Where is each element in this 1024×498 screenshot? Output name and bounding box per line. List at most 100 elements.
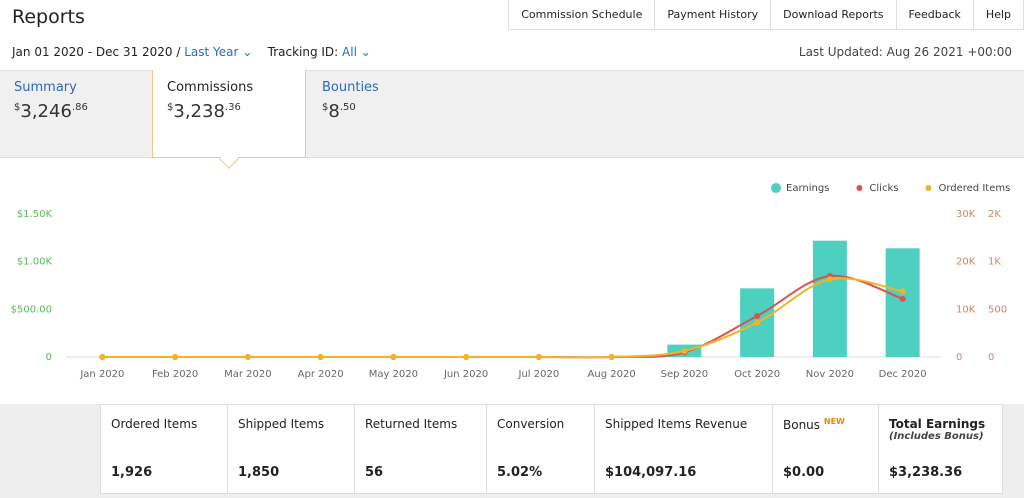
point bbox=[317, 354, 324, 360]
y2ticks-label: 10K bbox=[956, 304, 976, 315]
cents: .36 bbox=[224, 102, 241, 113]
stat: Shipped Items Revenue $104,097.16 bbox=[594, 404, 773, 494]
stat-value: 1,926 bbox=[111, 465, 153, 480]
x-tick-label: Feb 2020 bbox=[152, 369, 198, 380]
stat-value: $3,238.36 bbox=[889, 465, 963, 480]
stat: Shipped Items 1,850 bbox=[227, 404, 355, 494]
cents: .86 bbox=[71, 102, 88, 113]
tab-name: Commissions bbox=[167, 80, 254, 95]
stat-note: (Includes Bonus) bbox=[889, 431, 984, 442]
stat-value: 1,850 bbox=[238, 465, 280, 480]
tab-name: Bounties bbox=[322, 80, 379, 95]
point bbox=[463, 354, 470, 360]
line bbox=[102, 277, 903, 359]
y2ticks-label: 0 bbox=[956, 352, 962, 363]
stat-value: 5.02% bbox=[497, 465, 543, 480]
stat-value: 56 bbox=[365, 465, 384, 480]
bar bbox=[885, 248, 920, 357]
nav-link[interactable]: Help bbox=[973, 0, 1024, 30]
x-tick-label: Mar 2020 bbox=[224, 369, 272, 380]
x-tick-label: Sep 2020 bbox=[661, 369, 708, 380]
legend-label: Clicks bbox=[869, 183, 898, 194]
bar bbox=[812, 240, 847, 357]
filters: Jan 01 2020 - Dec 31 2020 / Last Year ⌄ … bbox=[12, 45, 371, 59]
x-tick-label: Aug 2020 bbox=[588, 369, 636, 380]
stat-label: Bonus bbox=[783, 418, 821, 432]
tab[interactable]: Summary $3,246.86 bbox=[0, 70, 102, 158]
legend-swatch bbox=[856, 185, 863, 191]
currency: $ bbox=[14, 102, 21, 113]
stat-label: Returned Items bbox=[365, 417, 458, 431]
tracking-select[interactable]: All bbox=[342, 45, 357, 59]
y2ticks-label: 20K bbox=[956, 257, 976, 268]
stat-label: Conversion bbox=[497, 417, 565, 431]
nav: Commission Schedule Payment History Down… bbox=[508, 0, 1024, 30]
x-tick-label: Nov 2020 bbox=[806, 369, 854, 380]
point bbox=[244, 354, 251, 360]
chart: 0 $500.00 $1.00K $1.50K 0 10K 20K 30K 0 500 1K 2K Ja… bbox=[11, 183, 1010, 380]
last-updated: Last Updated: Aug 26 2021 +00:00 bbox=[798, 45, 1012, 59]
amount: 8 bbox=[328, 101, 340, 122]
page-title: Reports bbox=[12, 6, 85, 28]
legend-label: Ordered Items bbox=[938, 183, 1010, 194]
stat: Total Earnings (Includes Bonus) $3,238.36 bbox=[878, 404, 1003, 494]
point bbox=[899, 288, 906, 295]
y3ticks-label: 500 bbox=[988, 304, 1007, 315]
x-tick-label: Dec 2020 bbox=[879, 369, 927, 380]
x-tick-label: Oct 2020 bbox=[734, 369, 780, 380]
stat: Ordered Items 1,926 bbox=[100, 404, 228, 494]
point bbox=[681, 347, 688, 354]
date-range: Jan 01 2020 - Dec 31 2020 / bbox=[12, 45, 181, 59]
cents: .50 bbox=[339, 102, 356, 113]
y3ticks-label: 1K bbox=[988, 257, 1001, 268]
point bbox=[99, 354, 106, 360]
yticks-label: $1.00K bbox=[17, 257, 53, 268]
nav-link[interactable]: Payment History bbox=[655, 0, 772, 30]
nav-link[interactable]: Download Reports bbox=[771, 0, 897, 30]
yticks-label: $1.50K bbox=[17, 209, 53, 220]
tab-name: Summary bbox=[14, 80, 77, 95]
stats: Ordered Items 1,926 Shipped Items 1,850 Re… bbox=[0, 404, 1024, 498]
stat-label: Shipped Items Revenue bbox=[605, 417, 748, 431]
x-tick-label: Jul 2020 bbox=[518, 369, 560, 380]
stat-label: Shipped Items bbox=[238, 417, 325, 431]
tracking-label: Tracking ID: bbox=[267, 45, 339, 59]
nav-link[interactable]: Feedback bbox=[896, 0, 974, 30]
period-select[interactable]: Last Year bbox=[184, 45, 239, 59]
point bbox=[608, 354, 615, 360]
x-tick-label: Jan 2020 bbox=[79, 369, 124, 380]
point bbox=[172, 354, 179, 360]
currency: $ bbox=[167, 102, 174, 113]
x-tick-label: Jun 2020 bbox=[443, 369, 488, 380]
stat-value: $104,097.16 bbox=[605, 465, 697, 480]
stat: Returned Items 56 bbox=[354, 404, 487, 494]
nav-link[interactable]: Commission Schedule bbox=[509, 0, 656, 30]
y2ticks-label: 30K bbox=[956, 209, 976, 220]
point bbox=[535, 354, 542, 360]
y3ticks-label: 2K bbox=[988, 209, 1001, 220]
stat-label: Ordered Items bbox=[111, 417, 198, 431]
tab[interactable]: Bounties $8.50 bbox=[308, 70, 393, 158]
y3ticks-label: 0 bbox=[988, 352, 994, 363]
amount: 3,246 bbox=[20, 101, 72, 122]
tab[interactable]: Commissions $3,238.36 bbox=[152, 70, 306, 158]
stat-value: $0.00 bbox=[783, 465, 825, 480]
yticks-label: $500.00 bbox=[11, 304, 52, 315]
point bbox=[826, 276, 833, 283]
stat: Bonus NEW $0.00 bbox=[772, 404, 879, 494]
x-tick-label: Apr 2020 bbox=[298, 369, 344, 380]
point bbox=[754, 319, 761, 326]
currency: $ bbox=[322, 102, 329, 113]
legend-swatch bbox=[771, 183, 781, 193]
legend-swatch bbox=[925, 185, 932, 191]
stat-label: Total Earnings bbox=[889, 417, 986, 431]
badge: NEW bbox=[823, 417, 845, 426]
point bbox=[899, 295, 906, 302]
point bbox=[754, 313, 761, 320]
amount: 3,238 bbox=[173, 101, 225, 122]
x-tick-label: May 2020 bbox=[369, 369, 418, 380]
line bbox=[102, 274, 903, 359]
yticks-label: 0 bbox=[46, 352, 52, 363]
stat: Conversion 5.02% bbox=[486, 404, 595, 494]
